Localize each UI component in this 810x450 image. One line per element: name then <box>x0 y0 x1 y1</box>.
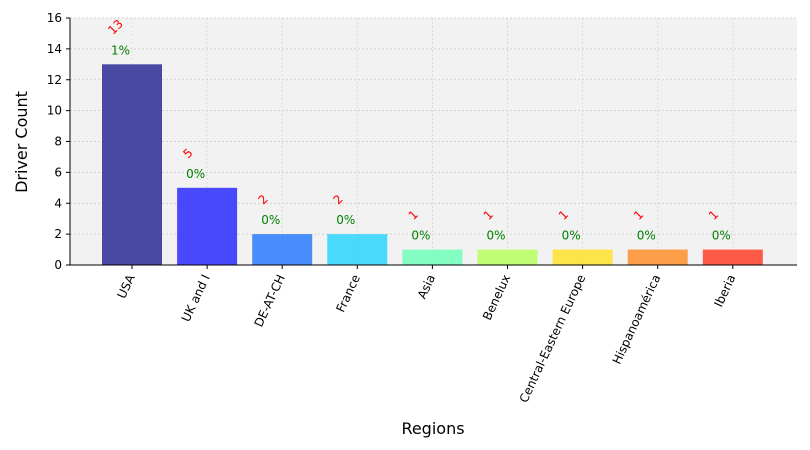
percent-label: 1% <box>111 43 130 57</box>
y-tick-label: 12 <box>47 73 62 87</box>
y-axis-title: Driver Count <box>12 91 31 193</box>
y-ticks: 0 2 4 6 8 10 12 14 16 <box>47 11 70 272</box>
bars <box>102 64 763 265</box>
percent-label: 0% <box>411 229 430 243</box>
x-tick-label: DE-AT-CH <box>252 272 288 329</box>
y-tick-label: 6 <box>54 165 62 179</box>
percent-label: 0% <box>487 229 506 243</box>
x-tick-label: Asia <box>415 272 438 301</box>
y-tick-label: 0 <box>54 258 62 272</box>
x-tick-label: France <box>333 272 363 314</box>
percent-label: 0% <box>562 229 581 243</box>
bar-france <box>327 234 388 265</box>
y-tick-label: 2 <box>54 227 62 241</box>
percent-label: 0% <box>637 229 656 243</box>
bar-de-at-ch <box>252 234 313 265</box>
y-tick-label: 8 <box>54 135 62 149</box>
x-tick-label: Central-Eastern Europe <box>517 272 589 404</box>
bar-benelux <box>477 249 538 265</box>
percent-label: 0% <box>186 167 205 181</box>
bar-usa <box>102 64 162 265</box>
bar-central-eastern-europe <box>552 249 613 265</box>
y-tick-label: 14 <box>47 42 62 56</box>
percent-label: 0% <box>336 213 355 227</box>
y-tick-label: 16 <box>47 11 62 25</box>
x-tick-label: Benelux <box>480 272 513 322</box>
bar-hispanoam-rica <box>627 249 688 265</box>
bar-asia <box>402 249 463 265</box>
x-tick-label: UK and I <box>179 272 213 324</box>
percent-label: 0% <box>712 229 731 243</box>
x-tick-label: USA <box>115 272 139 301</box>
bar-uk-and-i <box>177 187 238 265</box>
x-ticks: USA UK and I DE-AT-CH France Asia Benelux Cent… <box>115 265 739 405</box>
x-tick-label: Hispanoamérica <box>610 272 664 366</box>
x-axis-title: Regions <box>401 419 464 438</box>
x-tick-label: Iberia <box>711 272 738 309</box>
percent-label: 0% <box>261 213 280 227</box>
bar-iberia <box>702 249 763 265</box>
y-tick-label: 10 <box>47 104 62 118</box>
y-tick-label: 4 <box>54 196 62 210</box>
